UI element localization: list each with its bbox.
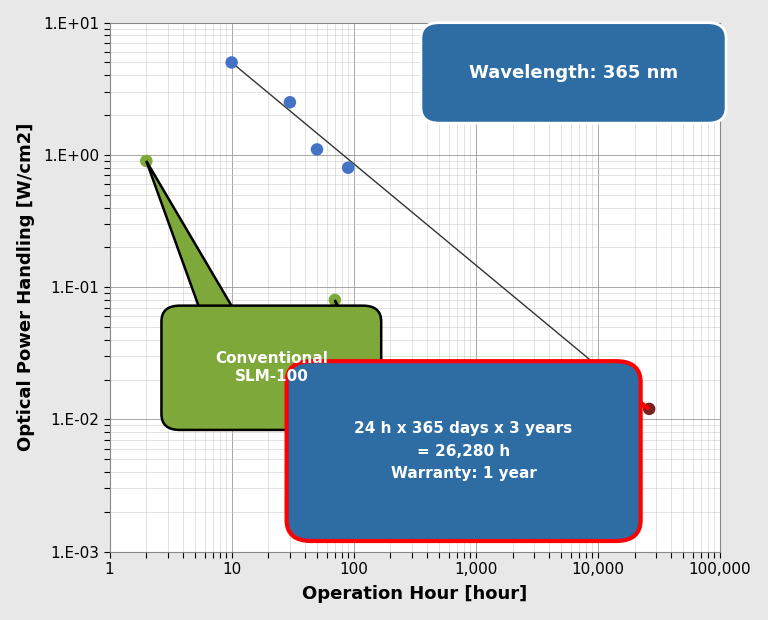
Polygon shape — [335, 300, 363, 383]
Point — [140, 156, 152, 166]
Point — [311, 144, 323, 154]
Text: Wavelength: 365 nm: Wavelength: 365 nm — [469, 64, 678, 82]
Point — [283, 97, 296, 107]
Point — [342, 163, 354, 173]
Text: Conventional
SLM-100: Conventional SLM-100 — [215, 352, 328, 384]
Y-axis label: Optical Power Handling [W/cm2]: Optical Power Handling [W/cm2] — [17, 123, 35, 451]
Point — [643, 404, 655, 414]
Point — [226, 58, 238, 68]
FancyBboxPatch shape — [421, 23, 726, 123]
FancyBboxPatch shape — [286, 361, 641, 541]
Polygon shape — [598, 383, 649, 409]
Text: 24 h x 365 days x 3 years
= 26,280 h
Warranty: 1 year: 24 h x 365 days x 3 years = 26,280 h War… — [355, 422, 573, 480]
FancyBboxPatch shape — [161, 306, 381, 430]
X-axis label: Operation Hour [hour]: Operation Hour [hour] — [302, 585, 528, 603]
Point — [329, 295, 341, 305]
Polygon shape — [146, 161, 241, 322]
